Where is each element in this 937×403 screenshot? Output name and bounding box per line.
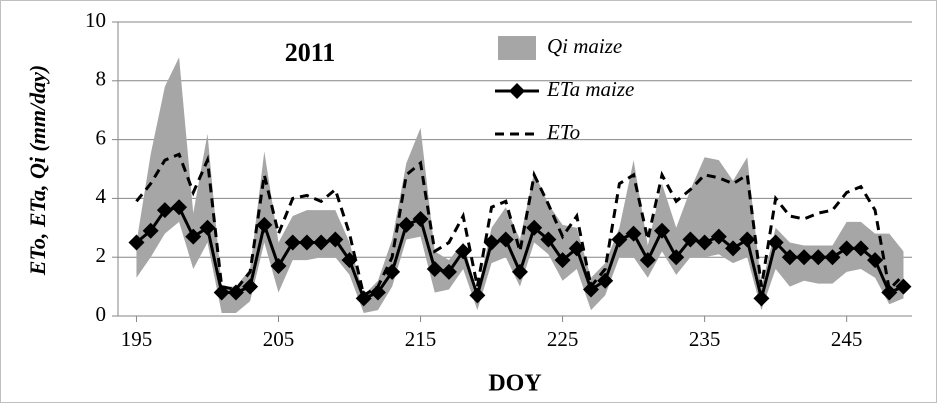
- eta-marker: [753, 290, 770, 307]
- eta-marker: [327, 231, 344, 248]
- y-tick-label: 8: [96, 67, 107, 91]
- eta-marker: [852, 240, 869, 257]
- year-label: 2011: [285, 38, 336, 67]
- legend-label: ETa maize: [546, 77, 634, 101]
- eta-marker: [242, 278, 259, 295]
- eto-line: [135, 152, 905, 298]
- eta-marker: [838, 240, 855, 257]
- eta-marker: [469, 287, 486, 304]
- legend-label: ETo: [546, 120, 580, 144]
- eta-marker: [654, 222, 671, 239]
- eta-marker: [796, 249, 813, 266]
- eta-marker: [739, 231, 756, 248]
- legend-marker: [509, 83, 525, 99]
- eta-marker: [582, 281, 599, 298]
- x-tick-label: 245: [831, 327, 863, 351]
- eta-marker: [554, 252, 571, 269]
- eta-marker: [511, 263, 528, 280]
- eta-marker: [412, 210, 429, 227]
- y-tick-label: 6: [96, 125, 107, 149]
- eta-marker: [725, 240, 742, 257]
- eta-marker: [639, 252, 656, 269]
- eta-marker: [171, 199, 188, 216]
- eta-marker: [540, 231, 557, 248]
- eta-marker: [625, 225, 642, 242]
- eta-marker: [895, 278, 912, 295]
- x-tick-label: 195: [121, 327, 153, 351]
- eta-marker: [284, 234, 301, 251]
- eta-marker: [426, 260, 443, 277]
- eta-marker: [142, 222, 159, 239]
- eta-marker: [810, 249, 827, 266]
- eta-marker: [881, 284, 898, 301]
- eta-marker: [497, 231, 514, 248]
- eta-marker: [597, 272, 614, 289]
- eta-marker: [568, 240, 585, 257]
- eta-marker: [227, 284, 244, 301]
- y-tick-label: 4: [96, 184, 107, 208]
- eta-marker: [781, 249, 798, 266]
- eta-marker: [128, 234, 145, 251]
- eta-marker: [313, 234, 330, 251]
- eta-marker: [483, 234, 500, 251]
- y-tick-label: 0: [96, 302, 107, 326]
- eta-marker: [526, 219, 543, 236]
- eta-marker: [824, 249, 841, 266]
- eta-marker: [270, 258, 287, 275]
- y-axis-label: ETo, ETa, Qi (mm/day): [25, 65, 50, 276]
- eta-marker: [199, 219, 216, 236]
- eta-marker: [440, 263, 457, 280]
- eta-marker: [156, 202, 173, 219]
- eta-marker: [767, 234, 784, 251]
- eta-marker: [398, 216, 415, 233]
- legend-label: Qi maize: [547, 34, 622, 58]
- qi-band: [136, 57, 904, 314]
- eta-marker: [682, 231, 699, 248]
- eta-marker: [256, 216, 273, 233]
- x-tick-label: 205: [263, 327, 295, 351]
- eta-marker: [298, 234, 315, 251]
- eta-marker: [369, 284, 386, 301]
- x-tick-label: 215: [405, 327, 437, 351]
- y-tick-label: 10: [85, 8, 106, 32]
- eta-marker: [611, 231, 628, 248]
- x-tick-label: 225: [547, 327, 579, 351]
- eta-marker: [185, 228, 202, 245]
- x-axis-label: DOY: [488, 371, 541, 397]
- eta-marker: [696, 234, 713, 251]
- eta-marker: [455, 243, 472, 260]
- eta-marker: [668, 249, 685, 266]
- x-tick-label: 235: [689, 327, 721, 351]
- legend-swatch: [498, 36, 536, 60]
- eta-marker: [710, 228, 727, 245]
- y-tick-label: 2: [96, 243, 107, 267]
- eta-marker: [867, 252, 884, 269]
